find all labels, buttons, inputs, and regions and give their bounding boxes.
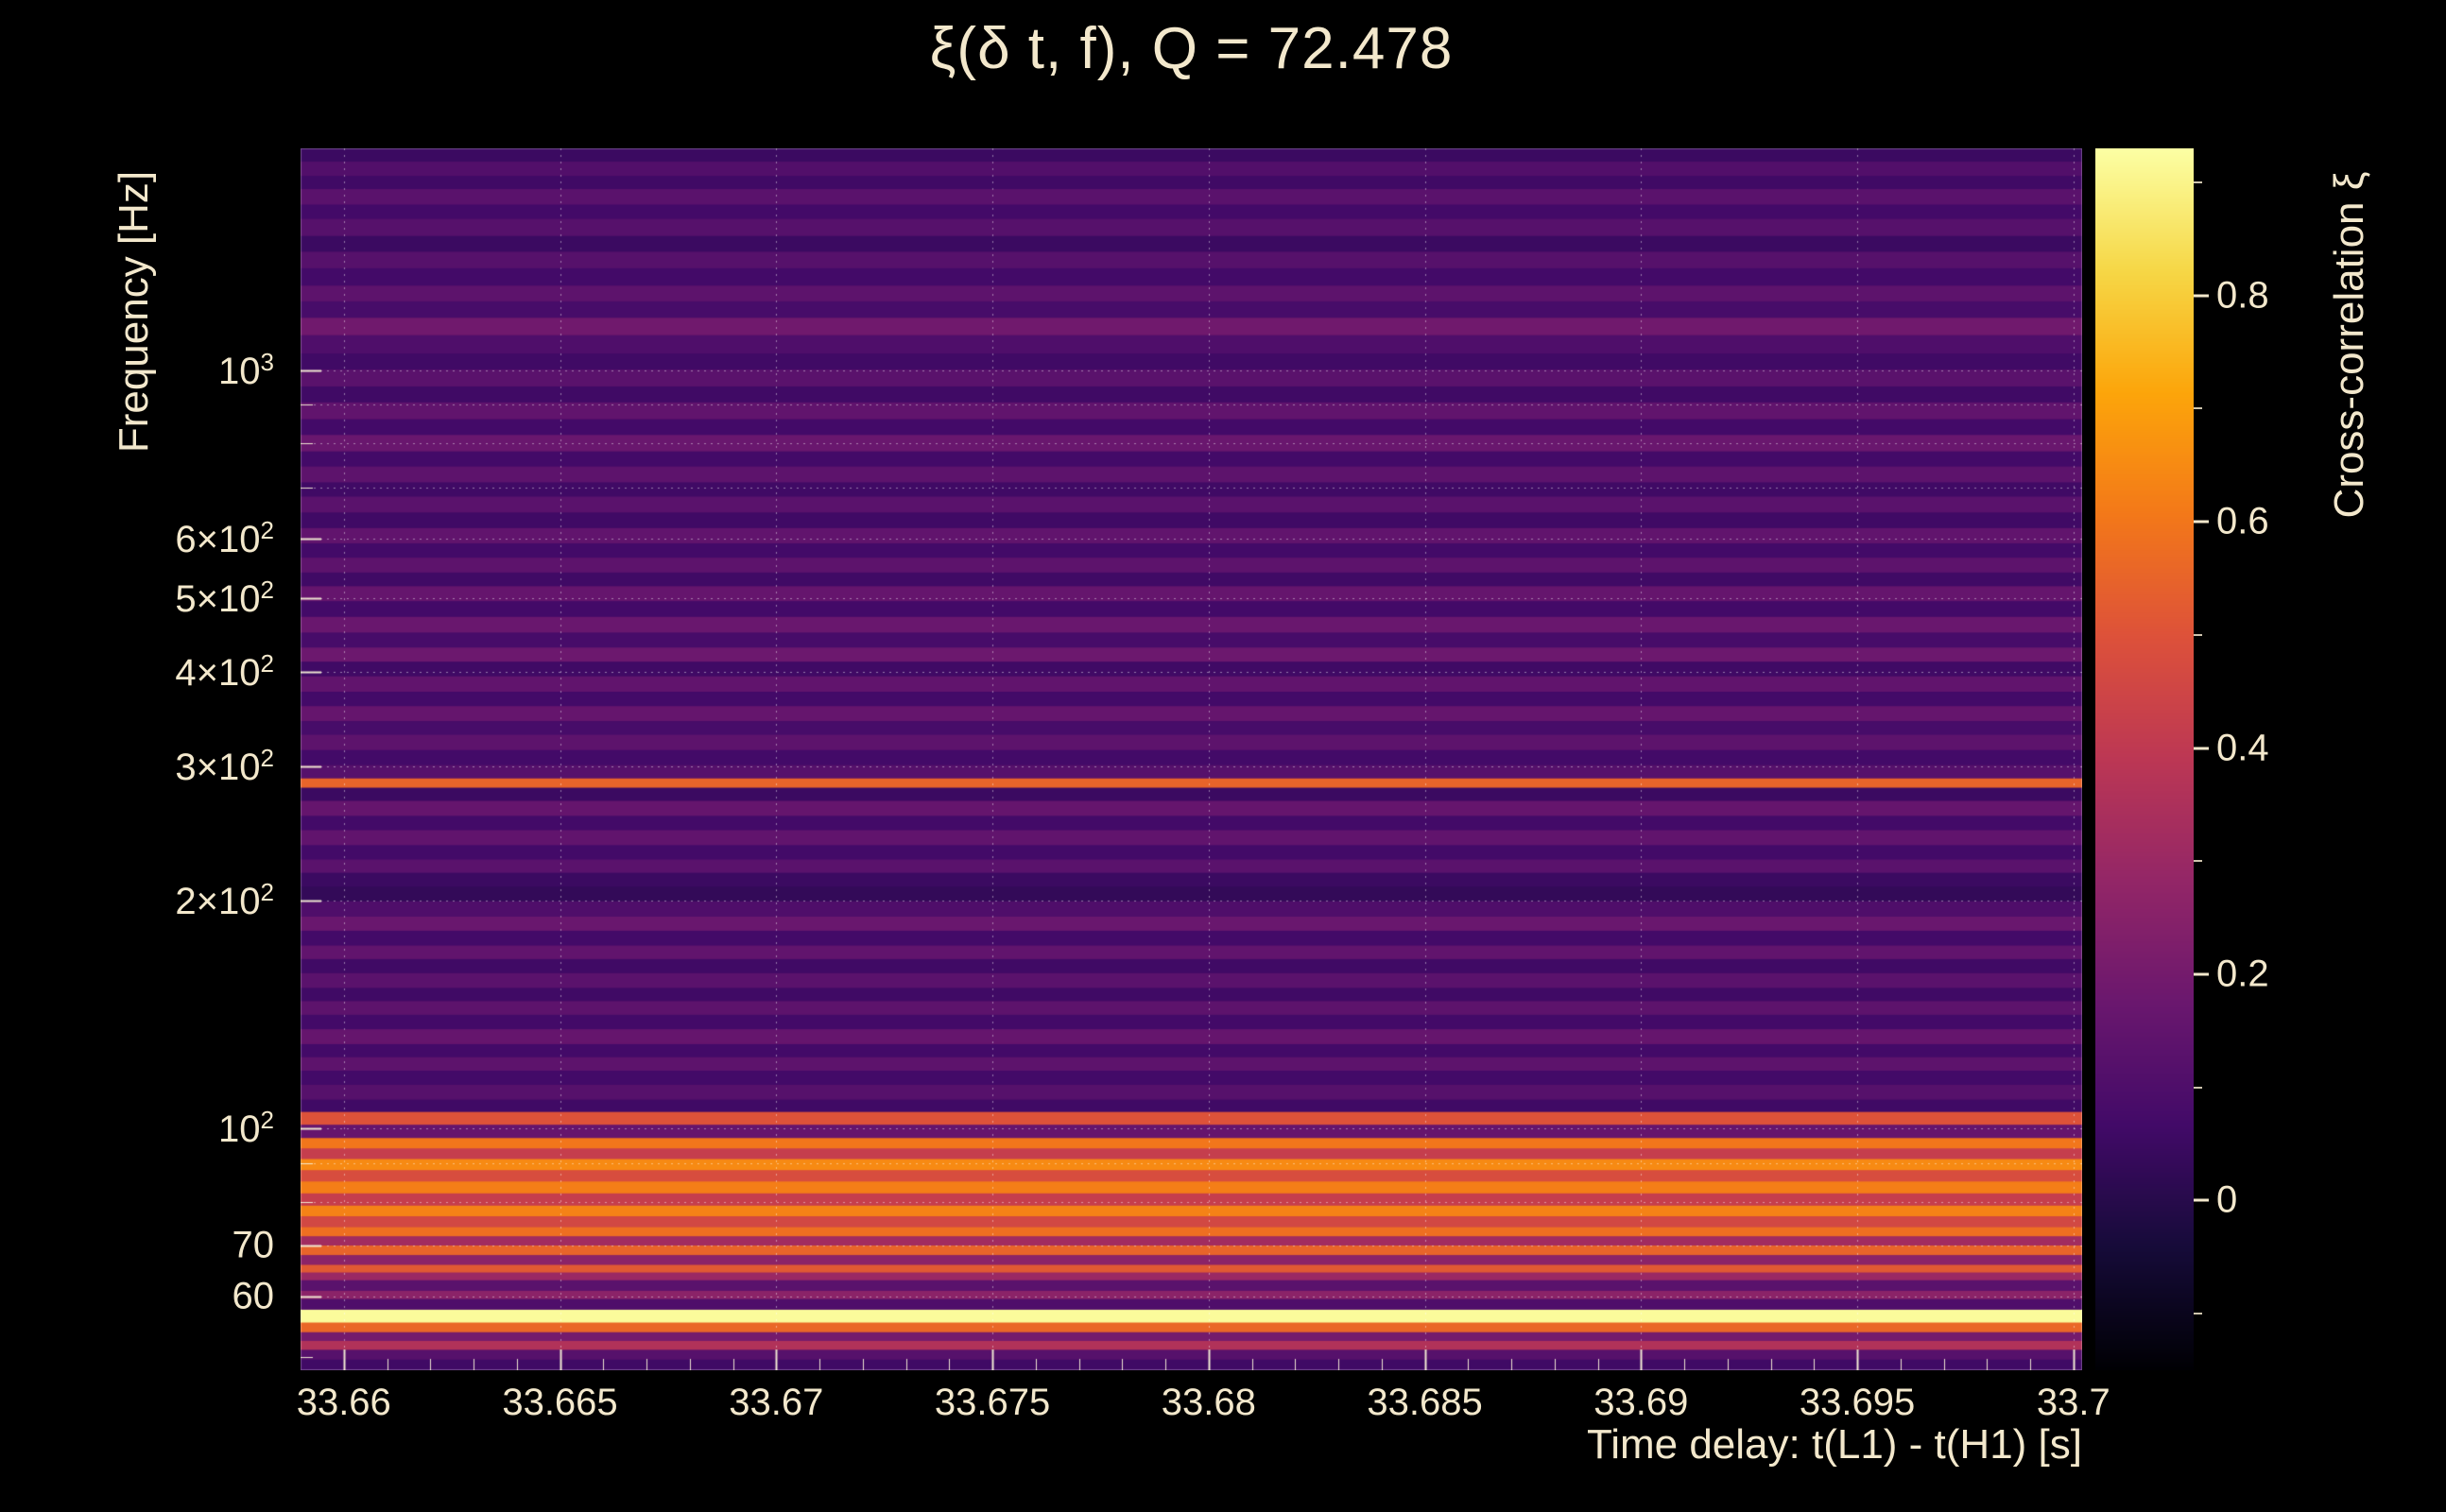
- colorbar-tick-label: 0: [2216, 1178, 2238, 1221]
- y-tick-label: 103: [218, 347, 274, 392]
- y-tick-label: 60: [232, 1275, 275, 1317]
- chart-title: ξ(δ t, f), Q = 72.478: [929, 16, 1454, 81]
- y-tick-label: 70: [232, 1224, 275, 1266]
- x-tick-label: 33.69: [1593, 1382, 1689, 1423]
- x-tick-label: 33.7: [2036, 1382, 2110, 1423]
- colorbar-tick-label: 0.4: [2216, 727, 2269, 769]
- x-tick-label: 33.695: [1799, 1382, 1916, 1423]
- y-tick-label: 4×102: [175, 648, 274, 695]
- y-tick-label: 6×102: [175, 515, 274, 560]
- y-axis-tick-labels: 103 6×102 5×102 4×102 3×102 2×102 102 70 60: [0, 148, 287, 1370]
- colorbar-tick-label: 0.8: [2216, 274, 2269, 317]
- x-tick-label: 33.665: [502, 1382, 618, 1423]
- x-tick-label: 33.67: [729, 1382, 824, 1423]
- colorbar-minor-tick: [2194, 1086, 2202, 1089]
- colorbar-tick: [2194, 1198, 2209, 1202]
- colorbar-tick: [2194, 294, 2209, 298]
- colorbar-minor-tick: [2194, 633, 2202, 636]
- colorbar-title: Cross-correlation ξ: [2326, 171, 2372, 519]
- x-tick-label: 33.675: [934, 1382, 1051, 1423]
- y-tick-label: 102: [218, 1105, 274, 1151]
- colorbar-tick: [2194, 747, 2209, 750]
- colorbar-minor-tick: [2194, 860, 2202, 863]
- heatmap-canvas: [301, 148, 2082, 1370]
- x-axis-tick-labels: 33.66 33.665 33.67 33.675 33.68 33.685 33.69 33…: [297, 1382, 2110, 1429]
- colorbar-minor-tick: [2194, 180, 2202, 183]
- colorbar-tick-label: 0.6: [2216, 500, 2269, 542]
- x-tick-label: 33.68: [1161, 1382, 1256, 1423]
- x-axis-title: Time delay: t(L1) - t(H1) [s]: [1586, 1421, 2082, 1468]
- colorbar-minor-tick: [2194, 1313, 2202, 1315]
- y-tick-label: 2×102: [175, 877, 274, 922]
- colorbar-canvas: [2095, 148, 2194, 1370]
- colorbar-tick-label: 0.2: [2216, 953, 2269, 995]
- colorbar-tick-labels: 0.8 0.6 0.4 0.2 0: [2194, 148, 2439, 1370]
- y-tick-label: 3×102: [175, 744, 274, 789]
- colorbar-tick: [2194, 972, 2209, 976]
- x-tick-label: 33.685: [1367, 1382, 1483, 1423]
- x-tick-label: 33.66: [296, 1382, 391, 1423]
- colorbar-minor-tick: [2194, 407, 2202, 410]
- colorbar-tick: [2194, 520, 2209, 524]
- y-tick-label: 5×102: [175, 575, 274, 621]
